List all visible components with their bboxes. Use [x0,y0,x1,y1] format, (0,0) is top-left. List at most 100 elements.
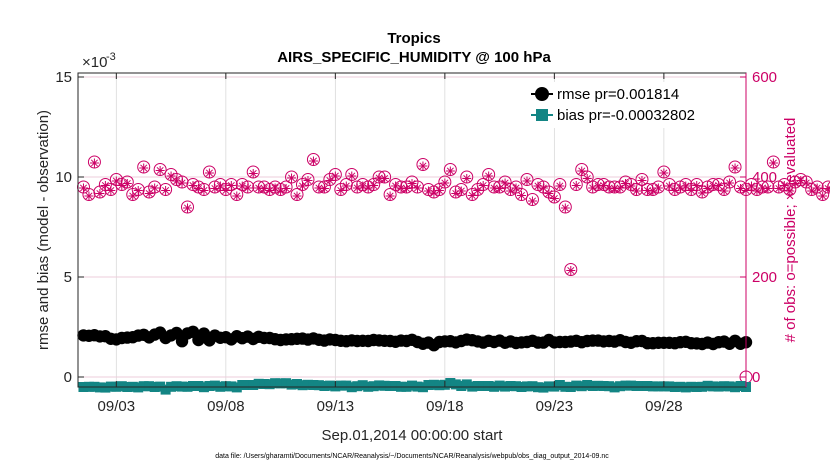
obs-evaluated-stroke [583,174,591,183]
obs-evaluated-stroke [726,179,734,187]
x-tick-label: 09/08 [207,398,245,415]
bias-point [302,379,313,390]
obs-possible-marker [827,181,830,193]
obs-evaluated-marker [111,176,121,186]
left-tick-label: 10 [55,169,72,186]
obs-evaluated-marker [347,171,357,181]
obs-evaluated-stroke [802,179,810,187]
bias-point [374,380,385,391]
right-tick-label: 600 [752,69,777,86]
obs-evaluated-marker [500,178,510,188]
obs-evaluated-marker [319,184,329,193]
obs-possible-marker [87,155,101,169]
obs-evaluated-stroke [424,187,432,195]
obs-evaluated-marker [484,171,494,181]
obs-evaluated-stroke [819,192,827,200]
bias-point [472,381,483,391]
obs-evaluated-stroke [720,187,728,195]
obs-evaluated-stroke [85,192,93,200]
bias-point [719,381,730,392]
bias-point [593,380,604,391]
x-tick-label: 09/18 [426,398,464,415]
obs-evaluated-marker [659,168,669,178]
obs-evaluated-stroke [621,179,630,188]
obs-evaluated-marker [199,186,209,195]
obs-evaluated-stroke [808,187,816,195]
bias-point [138,381,149,392]
obs-evaluated-stroke [233,192,241,200]
obs-evaluated-stroke [490,184,498,192]
obs-evaluated-stroke [348,172,356,180]
obs-evaluated-marker [325,176,335,185]
bias-point [554,380,565,390]
x-axis-ticks: 09/03 09/08 09/13 09/18 09/23 09/28 [98,73,683,415]
obs-evaluated-stroke [194,184,203,193]
obs-evaluated-stroke [463,174,471,183]
legend-rmse-label: rmse pr=0.001814 [557,86,679,103]
bias-point [270,378,281,389]
obs-evaluated-stroke [331,172,339,180]
obs-evaluated-marker [336,186,346,195]
bias-point [390,381,401,391]
obs-evaluated-stroke [731,164,739,172]
obs-evaluated-marker [445,166,455,176]
obs-evaluated-stroke [534,182,542,190]
bias-point [620,380,631,391]
obs-evaluated-stroke [556,182,564,190]
obs-evaluated-stroke [775,184,783,193]
obs-evaluated-marker [95,189,105,198]
bias-point [308,380,319,390]
obs-evaluated-stroke [392,182,400,190]
obs-evaluated-stroke [594,182,602,190]
obs-evaluated-marker [407,179,417,188]
obs-evaluated-stroke [605,184,613,192]
bias-point [478,381,489,391]
x-axis-label: Sep.01,2014 00:00:00 start [322,427,504,444]
obs-evaluated-marker [818,191,828,201]
obs-evaluated-stroke [627,182,635,190]
obs-evaluated-stroke [123,179,131,188]
bias-point [286,379,297,390]
obs-possible-marker [569,178,583,191]
obs-possible-marker [137,160,151,174]
obs-evaluated-marker [566,266,576,275]
bias-point [259,379,270,389]
obs-evaluated-marker [341,181,351,191]
obs-evaluated-stroke [786,187,794,195]
obs-evaluated-stroke [151,184,159,192]
bias-point [505,381,516,391]
bias-point [116,381,127,392]
obs-evaluated-marker [330,171,340,181]
bias-point [587,381,598,391]
obs-evaluated-stroke [567,266,575,275]
right-tick-label: 200 [752,269,777,286]
bias-point [647,381,658,392]
obs-evaluated-stroke [512,184,520,192]
obs-evaluated-stroke [654,184,662,192]
obs-evaluated-stroke [408,179,416,188]
obs-evaluated-stroke [255,184,263,192]
obs-evaluated-marker [226,181,236,190]
obs-possible-marker [224,178,238,191]
bias-point [368,381,379,392]
right-tick-label: 400 [752,169,777,186]
obs-evaluated-marker [785,186,795,196]
obs-evaluated-stroke [227,181,235,190]
bias-point [631,381,642,391]
obs-evaluated-stroke [287,174,296,182]
obs-evaluated-stroke [611,184,619,193]
obs-possible-marker [515,188,529,201]
obs-possible-marker [104,183,118,196]
obs-evaluated-stroke [649,187,657,195]
obs-evaluated-stroke [162,186,170,195]
obs-evaluated-marker [577,166,587,176]
bias-point [527,381,538,392]
obs-evaluated-marker [84,191,94,201]
obs-evaluated-marker [144,189,154,198]
obs-evaluated-marker [527,196,537,206]
bias-point [341,380,352,391]
bias-point [335,380,346,391]
obs-evaluated-marker [610,184,620,193]
bias-point [521,381,532,392]
